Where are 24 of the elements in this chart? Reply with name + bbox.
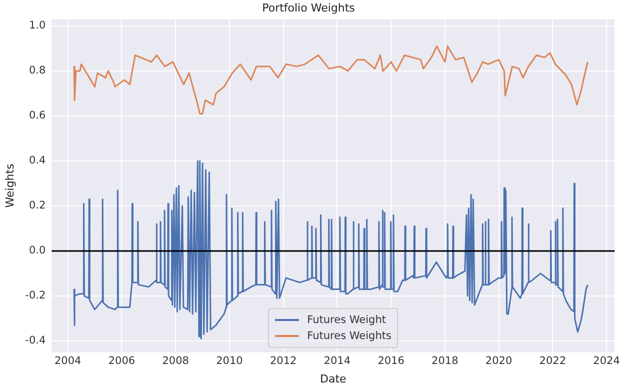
y-tick-label: 0.2 [28, 200, 46, 212]
y-tick-label: -0.2 [25, 290, 46, 302]
x-tick-label: 2010 [216, 355, 243, 368]
x-tick-label: 2016 [378, 355, 405, 368]
y-tick-label: 1.0 [28, 20, 46, 32]
x-tick-label: 2022 [539, 355, 566, 368]
y-axis-title: Weights [3, 163, 16, 208]
x-tick-label: 2012 [270, 355, 297, 368]
x-axis-title: Date [320, 372, 347, 386]
x-tick-label: 2024 [593, 355, 620, 368]
y-tick-label: 0.6 [28, 110, 46, 122]
x-tick-label: 2008 [162, 355, 189, 368]
x-tick-label: 2004 [54, 355, 82, 368]
legend-label: Futures Weight [307, 313, 386, 328]
y-tick-label: 0.4 [28, 154, 46, 167]
y-tick-label: -0.4 [25, 334, 46, 347]
y-tick-label: 0.8 [28, 64, 46, 77]
x-tick-label: 2018 [432, 355, 458, 368]
chart-title: Portfolio Weights [262, 1, 356, 14]
x-tick-label: 2020 [485, 355, 512, 368]
y-tick-label: 0.0 [28, 244, 46, 257]
legend-label: Futures Weights [307, 329, 392, 344]
x-tick-label: 2006 [108, 355, 136, 368]
x-tick-label: 2014 [324, 355, 351, 368]
